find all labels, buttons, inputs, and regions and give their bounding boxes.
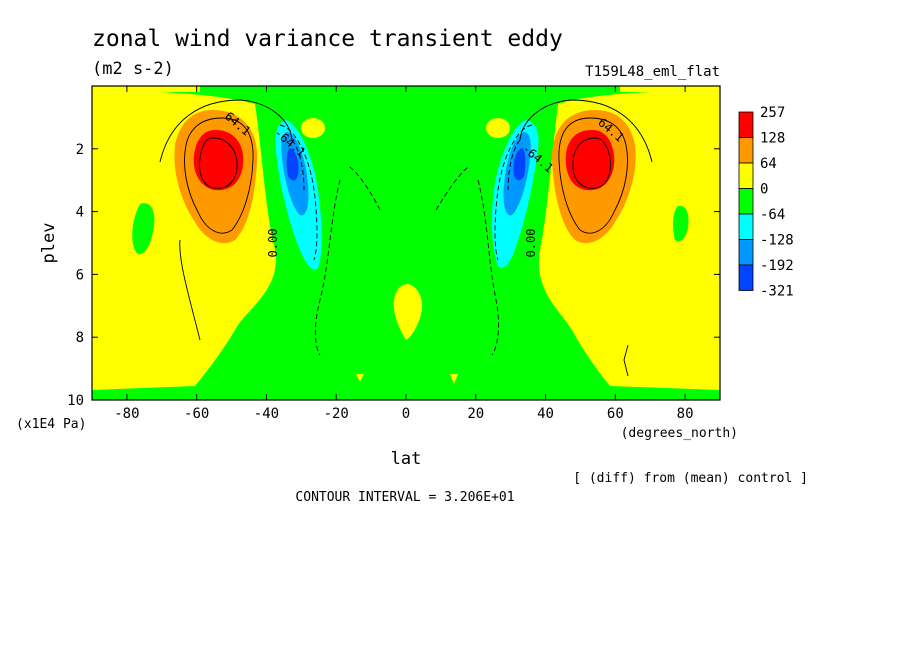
y-tick-label: 8 <box>76 330 84 346</box>
region-darkblue-right <box>513 148 526 181</box>
region-gt-128-left <box>193 130 244 191</box>
colorbar-label: 0 <box>760 182 768 198</box>
colorbar-label: -64 <box>760 207 785 223</box>
colorbar-label: -128 <box>760 233 794 249</box>
y-axis: 2 4 6 8 10 <box>67 142 720 409</box>
units-label: (m2 s-2) <box>92 59 174 79</box>
colorbar-swatch <box>738 188 754 215</box>
x-tick-label: -20 <box>324 406 349 422</box>
chart-title: zonal wind variance transient eddy <box>92 26 563 52</box>
contour-label: 0.00 <box>524 229 538 258</box>
x-axis-label: lat <box>391 449 422 469</box>
y-tick-label: 6 <box>76 267 84 283</box>
contour-lines-negative <box>279 124 533 356</box>
colorbar-label: 128 <box>760 131 785 147</box>
y-tick-label: 4 <box>76 205 84 221</box>
region-0-64-speck-left <box>356 374 364 382</box>
x-tick-label: 20 <box>467 406 484 422</box>
x-axis-units: (degrees_north) <box>621 426 738 441</box>
colorbar-swatch <box>738 137 754 164</box>
region-negative-island-right <box>673 205 689 242</box>
x-axis: -80 -60 -40 -20 0 20 40 60 80 <box>114 86 694 422</box>
colorbar-swatch <box>738 239 754 266</box>
region-0-64-center <box>393 284 423 340</box>
diff-note: [ (diff) from (mean) control ] <box>573 471 808 486</box>
colorbar-swatch <box>738 264 754 291</box>
contour-interval: CONTOUR INTERVAL = 3.206E+01 <box>295 490 514 505</box>
colorbar-label: 257 <box>760 105 785 121</box>
run-name: T159L48_eml_flat <box>585 64 720 80</box>
y-axis-label: plev <box>39 223 59 264</box>
x-tick-label: -60 <box>184 406 209 422</box>
contour-lines <box>159 99 653 377</box>
x-tick-label: 40 <box>537 406 554 422</box>
colorbar-label: 64 <box>760 156 777 172</box>
region-0-64-top-right <box>620 86 720 92</box>
x-tick-label: 60 <box>607 406 624 422</box>
region-gt-128-right <box>565 130 615 191</box>
colorbar-swatch <box>738 213 754 240</box>
region-0-64-speck-right <box>450 374 458 384</box>
y-tick-label: 10 <box>67 393 84 409</box>
colorbar-swatch <box>738 111 754 138</box>
region-0-64-small-right <box>486 118 510 138</box>
y-tick-label: 2 <box>76 142 84 158</box>
region-negative-island-left <box>132 203 155 255</box>
x-tick-label: -40 <box>254 406 279 422</box>
y-axis-units: (x1E4 Pa) <box>16 417 86 432</box>
region-0-64-top-left <box>92 86 200 92</box>
contour-label: 0.00 <box>266 229 280 258</box>
colorbar-label: -192 <box>760 258 794 274</box>
x-tick-label: 80 <box>677 406 694 422</box>
colorbar-label: -321 <box>760 284 794 300</box>
x-tick-label: 0 <box>402 406 410 422</box>
region-0-64-small-left <box>301 118 325 138</box>
plot-area <box>92 86 720 400</box>
x-tick-label: -80 <box>114 406 139 422</box>
colorbar: 257 128 64 0 -64 -128 -192 -321 <box>738 105 794 300</box>
region-darkblue-left <box>286 148 299 181</box>
colorbar-swatch <box>738 162 754 189</box>
